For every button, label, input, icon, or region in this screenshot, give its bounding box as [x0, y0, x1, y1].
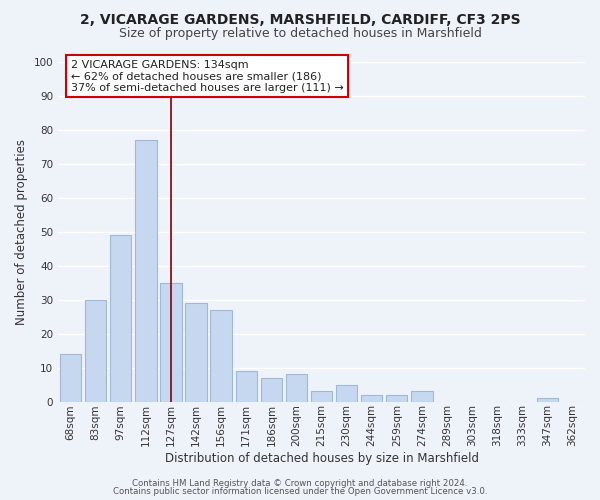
Bar: [386, 394, 407, 402]
X-axis label: Distribution of detached houses by size in Marshfield: Distribution of detached houses by size …: [164, 452, 479, 465]
Bar: [536, 398, 558, 402]
Bar: [236, 371, 257, 402]
Bar: [361, 394, 382, 402]
Bar: [110, 235, 131, 402]
Text: 2 VICARAGE GARDENS: 134sqm
← 62% of detached houses are smaller (186)
37% of sem: 2 VICARAGE GARDENS: 134sqm ← 62% of deta…: [71, 60, 343, 93]
Text: Contains HM Land Registry data © Crown copyright and database right 2024.: Contains HM Land Registry data © Crown c…: [132, 478, 468, 488]
Bar: [85, 300, 106, 402]
Text: Size of property relative to detached houses in Marshfield: Size of property relative to detached ho…: [119, 28, 481, 40]
Y-axis label: Number of detached properties: Number of detached properties: [15, 138, 28, 324]
Bar: [135, 140, 157, 402]
Bar: [311, 392, 332, 402]
Bar: [211, 310, 232, 402]
Bar: [185, 303, 207, 402]
Bar: [160, 282, 182, 402]
Bar: [60, 354, 81, 402]
Text: 2, VICARAGE GARDENS, MARSHFIELD, CARDIFF, CF3 2PS: 2, VICARAGE GARDENS, MARSHFIELD, CARDIFF…: [80, 12, 520, 26]
Text: Contains public sector information licensed under the Open Government Licence v3: Contains public sector information licen…: [113, 487, 487, 496]
Bar: [336, 384, 357, 402]
Bar: [260, 378, 282, 402]
Bar: [411, 392, 433, 402]
Bar: [286, 374, 307, 402]
